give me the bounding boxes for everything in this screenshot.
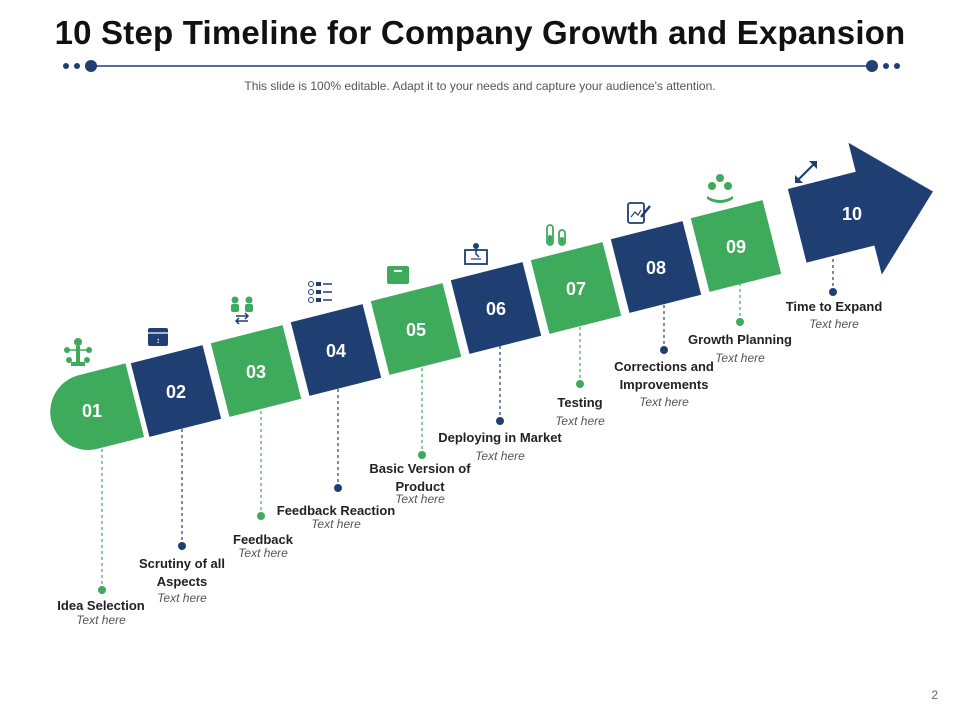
slide-subtitle: This slide is 100% editable. Adapt it to… (244, 79, 716, 93)
connector-dot (660, 346, 668, 354)
timeline-step-01 (50, 363, 145, 450)
step-segment (210, 325, 302, 417)
step-number: 04 (326, 341, 346, 361)
connector-dot (418, 451, 426, 459)
connector-dot (178, 542, 186, 550)
step-label: Growth Planning (688, 332, 792, 347)
connector-dot (334, 484, 342, 492)
connector-dot (98, 586, 106, 594)
step-segment (290, 304, 382, 396)
step-segment (690, 200, 782, 292)
title-divider (63, 60, 900, 72)
step-number: 03 (246, 362, 266, 382)
expand-arrows-icon (795, 161, 817, 183)
step-segment (530, 242, 622, 334)
step-label: Time to Expand (785, 299, 883, 314)
connector-dot (736, 318, 744, 326)
step-segment (50, 363, 145, 450)
step-label: Corrections and Improvements (614, 359, 714, 392)
svg-text:↕: ↕ (156, 336, 160, 345)
timeline-step-05 (370, 283, 462, 375)
step-sublabel: Text here (555, 414, 605, 428)
step-segment (450, 262, 542, 354)
connector-dot (576, 380, 584, 388)
connector-dot (496, 417, 504, 425)
people-exchange-icon (231, 296, 253, 325)
connector-dot (829, 288, 837, 296)
timeline-step-07 (530, 242, 622, 334)
product-box-icon (387, 266, 409, 284)
step-number: 10 (842, 204, 862, 224)
edit-chart-icon (627, 202, 651, 224)
step-number: 02 (166, 382, 186, 402)
step-label: Feedback (233, 532, 293, 547)
step-sublabel: Text here (76, 613, 126, 627)
step-label: Scrutiny of all Aspects (139, 556, 225, 589)
document-icon: ↕ (148, 328, 168, 346)
timeline-step-10 (787, 142, 933, 275)
step-sublabel: Text here (639, 395, 689, 409)
timeline-step-09 (690, 200, 782, 292)
step-number: 01 (82, 401, 102, 421)
step-sublabel: Text here (157, 591, 207, 605)
step-segment (130, 345, 222, 437)
step-label: Idea Selection (57, 598, 145, 613)
test-tubes-icon (546, 224, 566, 246)
money-growth-icon (707, 174, 733, 203)
slide-title: 10 Step Timeline for Company Growth and … (54, 14, 906, 51)
step-number: 05 (406, 320, 426, 340)
step-label: Testing (557, 395, 603, 410)
step-sublabel: Text here (311, 517, 361, 531)
step-sublabel: Text here (238, 546, 288, 560)
timeline-step-02 (130, 345, 222, 437)
step-sublabel: Text here (395, 492, 445, 506)
step-label: Deploying in Market (438, 430, 562, 445)
step-sublabel: Text here (715, 351, 765, 365)
timeline-step-06 (450, 262, 542, 354)
step-segment (370, 283, 462, 375)
org-tree-icon (64, 338, 92, 366)
step-segment (610, 221, 702, 313)
step-number: 06 (486, 299, 506, 319)
step-sublabel: Text here (475, 449, 525, 463)
connector-dot (257, 512, 265, 520)
step-sublabel: Text here (809, 317, 859, 331)
page-number: 2 (931, 688, 938, 702)
timeline-step-04 (290, 304, 382, 396)
step-number: 07 (566, 279, 586, 299)
market-stand-icon (464, 243, 488, 265)
timeline-step-08 (610, 221, 702, 313)
step-number: 08 (646, 258, 666, 278)
step-label: Feedback Reaction (276, 503, 396, 518)
step-number: 09 (726, 237, 746, 257)
timeline-step-03 (210, 325, 302, 417)
checklist-icon (308, 281, 332, 303)
step-segment (787, 142, 933, 275)
step-label: Basic Version of Product (369, 461, 471, 494)
